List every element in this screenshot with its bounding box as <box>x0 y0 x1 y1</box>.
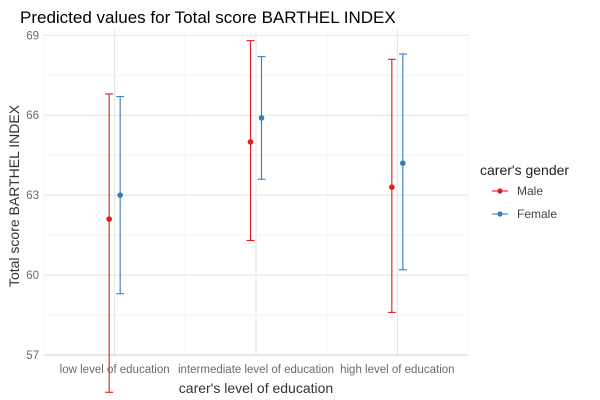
legend-item-male: Male <box>492 184 543 198</box>
x-tick-label: low level of education <box>60 364 170 376</box>
data-point <box>400 160 406 166</box>
y-axis-title: Total score BARTHEL INDEX <box>6 104 22 287</box>
y-tick-label: 69 <box>26 30 39 42</box>
y-tick-label: 60 <box>26 270 39 282</box>
x-tick-label: high level of education <box>340 364 454 376</box>
data-point <box>106 216 112 222</box>
chart-title: Predicted values for Total score BARTHEL… <box>20 8 396 27</box>
data-point <box>247 139 254 145</box>
y-tick-labels: 57 60 63 66 69 <box>26 30 39 362</box>
data-point <box>258 115 265 121</box>
series-female <box>116 53 407 295</box>
x-tick-label: intermediate level of education <box>178 364 334 376</box>
legend-key-point <box>497 211 503 217</box>
legend-label: Female <box>517 207 557 221</box>
y-tick-label: 66 <box>26 110 39 122</box>
legend-title: carer's gender <box>480 162 569 178</box>
y-tick-label: 57 <box>26 350 39 362</box>
data-point <box>389 184 395 190</box>
y-tick-label: 63 <box>26 190 39 202</box>
legend-label: Male <box>517 184 543 198</box>
legend-items: Male Female <box>492 184 557 221</box>
data-point <box>117 192 123 198</box>
x-axis-title: carer's level of education <box>179 380 333 396</box>
data-marks <box>105 40 407 393</box>
x-tick-labels: low level of education intermediate level… <box>60 364 455 376</box>
series-male <box>105 40 396 393</box>
grid <box>43 30 469 355</box>
legend: carer's gender Male Female <box>480 162 569 221</box>
legend-item-female: Female <box>492 207 557 221</box>
legend-key-point <box>497 188 503 194</box>
